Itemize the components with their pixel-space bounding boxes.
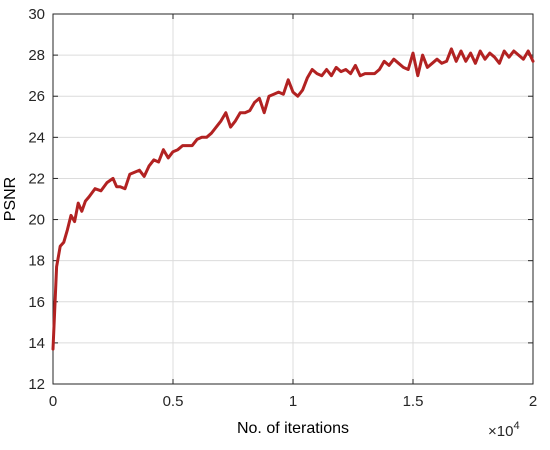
y-tick-label: 26 <box>28 88 45 105</box>
y-tick-label: 30 <box>28 6 45 23</box>
x-axis-label: No. of iterations <box>237 420 349 437</box>
x-exponent-base: ×10 <box>488 423 513 440</box>
x-exponent-label: ×104 <box>488 420 520 440</box>
y-tick-label: 16 <box>28 294 45 311</box>
x-tick-label: 2 <box>529 393 537 410</box>
y-tick-label: 12 <box>28 376 45 393</box>
y-axis-label: PSNR <box>2 177 19 221</box>
y-tick-label: 22 <box>28 170 45 187</box>
y-tick-label: 18 <box>28 253 45 270</box>
series-group <box>51 47 535 351</box>
y-tick-label: 20 <box>28 212 45 229</box>
x-tick-label: 0.5 <box>163 393 184 410</box>
y-tick-label: 14 <box>28 335 45 352</box>
axis-ticks: 0 0.5 1 1.5 2 12 14 16 18 20 22 24 26 28 30 <box>28 6 537 410</box>
grid-lines <box>52 13 534 385</box>
psnr-series-line <box>51 47 535 351</box>
x-tick-label: 0 <box>49 393 57 410</box>
y-tick-label: 28 <box>28 47 45 64</box>
y-tick-label: 24 <box>28 129 45 146</box>
x-tick-label: 1.5 <box>403 393 424 410</box>
x-tick-label: 1 <box>289 393 297 410</box>
x-exponent-power: 4 <box>513 420 519 432</box>
